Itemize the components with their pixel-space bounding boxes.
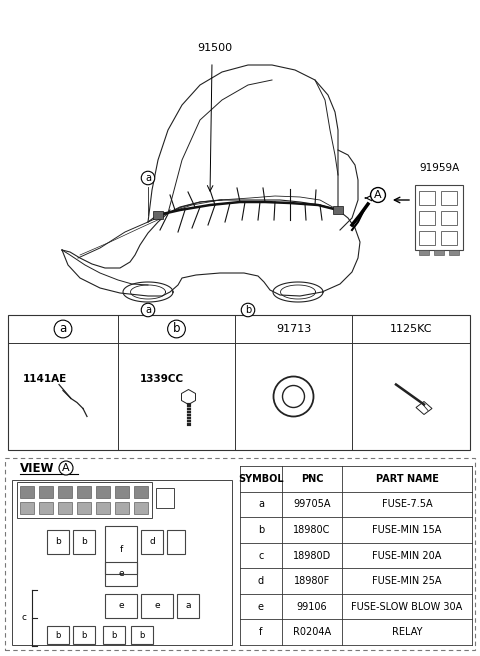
Bar	[131, 626, 153, 644]
Text: a: a	[145, 305, 151, 315]
Bar	[167, 530, 185, 554]
Text: e: e	[118, 569, 124, 579]
Bar	[77, 486, 91, 498]
Bar	[141, 530, 163, 554]
Bar	[419, 250, 429, 255]
Text: 99106: 99106	[297, 602, 327, 611]
Bar	[58, 502, 72, 514]
Text: b: b	[81, 630, 87, 640]
Bar	[115, 486, 129, 498]
Bar	[153, 211, 163, 219]
Text: e: e	[154, 602, 160, 611]
Text: 91959A: 91959A	[420, 163, 460, 173]
Text: f: f	[120, 546, 122, 554]
Text: b: b	[111, 630, 117, 640]
Text: FUSE-MIN 25A: FUSE-MIN 25A	[372, 576, 442, 586]
Bar	[333, 206, 343, 214]
Text: 18980D: 18980D	[293, 550, 331, 560]
Text: 1125KC: 1125KC	[390, 324, 432, 334]
Text: e: e	[118, 602, 124, 611]
Text: FUSE-7.5A: FUSE-7.5A	[382, 499, 432, 509]
Bar	[434, 250, 444, 255]
Text: FUSE-SLOW BLOW 30A: FUSE-SLOW BLOW 30A	[351, 602, 463, 611]
Text: b: b	[55, 630, 60, 640]
Text: d: d	[258, 576, 264, 586]
Text: c: c	[258, 550, 264, 560]
Text: 91500: 91500	[197, 43, 233, 53]
Bar	[419, 211, 435, 225]
Bar	[39, 486, 53, 498]
Bar	[8, 315, 470, 450]
Text: PART NAME: PART NAME	[375, 474, 438, 483]
Text: b: b	[173, 323, 180, 335]
Text: b: b	[139, 630, 144, 640]
Bar	[73, 626, 95, 644]
Bar	[39, 502, 53, 514]
Text: FUSE-MIN 20A: FUSE-MIN 20A	[372, 550, 442, 560]
Bar	[96, 502, 110, 514]
Text: d: d	[149, 537, 155, 546]
Bar	[47, 626, 69, 644]
Bar	[441, 191, 457, 205]
Text: 99705A: 99705A	[293, 499, 331, 509]
Bar	[96, 486, 110, 498]
Bar	[20, 486, 34, 498]
Text: VIEW: VIEW	[20, 462, 55, 474]
Text: 1339CC: 1339CC	[139, 373, 183, 384]
Text: SYMBOL: SYMBOL	[238, 474, 284, 483]
Bar	[77, 502, 91, 514]
Text: b: b	[258, 525, 264, 535]
Bar	[105, 562, 137, 586]
Bar	[441, 231, 457, 245]
Text: b: b	[55, 537, 61, 546]
Text: a: a	[185, 602, 191, 611]
Text: A: A	[62, 463, 70, 473]
Text: A: A	[374, 190, 382, 200]
Bar	[17, 482, 152, 518]
Bar	[105, 526, 137, 574]
Text: a: a	[60, 323, 67, 335]
Bar	[141, 594, 173, 618]
Bar	[47, 530, 69, 554]
Bar	[12, 480, 232, 645]
Bar	[5, 458, 475, 650]
Text: 91713: 91713	[276, 324, 311, 334]
Bar	[419, 231, 435, 245]
Text: b: b	[245, 305, 251, 315]
Bar	[134, 486, 148, 498]
Text: b: b	[81, 537, 87, 546]
Text: a: a	[258, 499, 264, 509]
Bar	[134, 502, 148, 514]
Bar	[103, 626, 125, 644]
Text: a: a	[145, 173, 151, 183]
Bar	[419, 191, 435, 205]
Bar	[177, 594, 199, 618]
Bar	[115, 502, 129, 514]
Text: FUSE-MIN 15A: FUSE-MIN 15A	[372, 525, 442, 535]
Text: e: e	[258, 602, 264, 611]
Bar	[441, 211, 457, 225]
Text: PNC: PNC	[301, 474, 323, 483]
Bar	[449, 250, 459, 255]
Bar	[156, 488, 174, 508]
Text: c: c	[22, 613, 26, 623]
Text: 1141AE: 1141AE	[23, 373, 67, 384]
Text: 18980C: 18980C	[293, 525, 331, 535]
Bar	[58, 486, 72, 498]
Text: f: f	[259, 627, 263, 637]
Text: R0204A: R0204A	[293, 627, 331, 637]
Bar	[415, 185, 463, 250]
Text: 18980F: 18980F	[294, 576, 330, 586]
Bar	[73, 530, 95, 554]
Bar	[105, 594, 137, 618]
Bar	[20, 502, 34, 514]
Text: RELAY: RELAY	[392, 627, 422, 637]
